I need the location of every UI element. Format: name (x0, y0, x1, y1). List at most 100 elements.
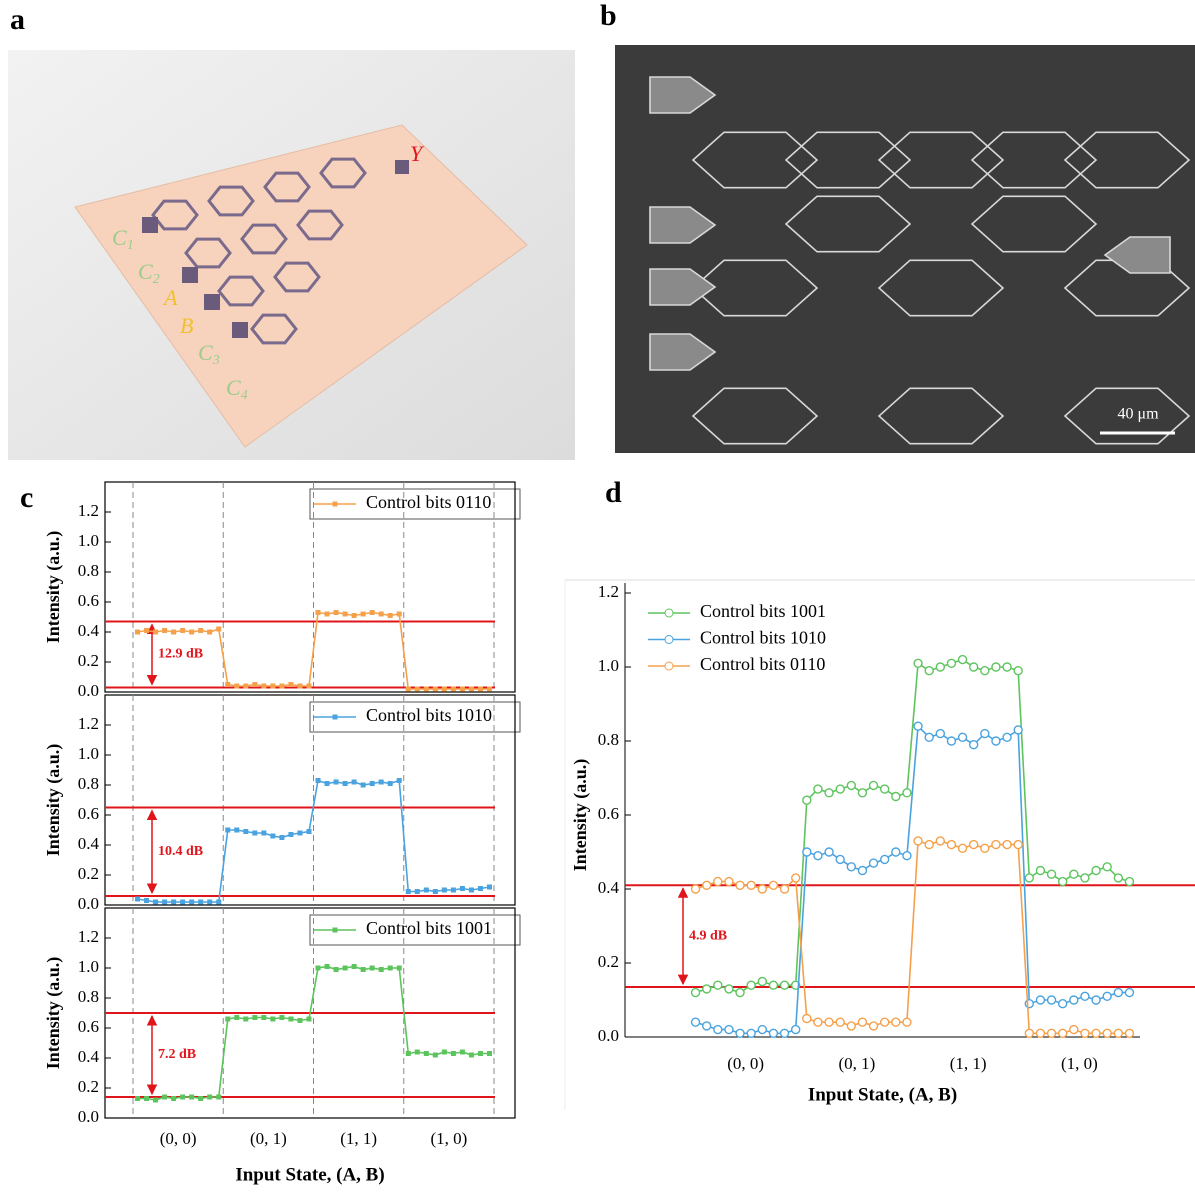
x-axis-title: Input State, (A, B) (235, 1164, 384, 1185)
y-tick-label: 0.8 (598, 730, 619, 749)
data-point (153, 900, 158, 905)
data-point (306, 829, 311, 834)
data-point (243, 829, 248, 834)
data-point (936, 730, 944, 738)
data-point (914, 837, 922, 845)
data-point (892, 848, 900, 856)
data-point (171, 900, 176, 905)
data-point (162, 628, 167, 633)
data-point (1025, 1029, 1033, 1037)
data-point (216, 627, 221, 632)
data-point (424, 888, 429, 893)
data-point (1014, 841, 1022, 849)
data-point (769, 981, 777, 989)
data-point (1003, 733, 1011, 741)
data-point (1114, 874, 1122, 882)
data-point (803, 848, 811, 856)
data-point (1081, 874, 1089, 882)
panel-label: a (10, 3, 25, 36)
data-point (171, 1096, 176, 1101)
y-tick-label: 1.2 (78, 501, 99, 520)
data-point (1103, 863, 1111, 871)
data-point (433, 687, 438, 692)
data-point (914, 659, 922, 667)
data-point (433, 1053, 438, 1058)
x-tick-label: (0, 1) (250, 1129, 287, 1148)
data-point (135, 630, 140, 635)
data-point (469, 888, 474, 893)
data-point (135, 897, 140, 902)
data-point (334, 780, 339, 785)
data-point (442, 687, 447, 692)
data-point (270, 1017, 275, 1022)
data-point (925, 841, 933, 849)
data-point (858, 789, 866, 797)
data-point (442, 888, 447, 893)
chip-label-sub: 4 (241, 388, 248, 403)
data-point (397, 612, 402, 617)
data-point (1114, 989, 1122, 997)
data-point (1059, 1029, 1067, 1037)
data-point (180, 628, 185, 633)
data-point (769, 1029, 777, 1037)
x-tick-label: (1, 1) (950, 1054, 987, 1073)
chip-label-text: A (162, 285, 178, 310)
data-point (234, 1015, 239, 1020)
data-point (1014, 726, 1022, 734)
x-tick-label: (1, 0) (1061, 1054, 1098, 1073)
legend-label: Control bits 1001 (366, 918, 492, 938)
data-point (736, 881, 744, 889)
y-tick-label: 0.6 (78, 591, 99, 610)
chip-label-sub: 3 (212, 353, 220, 368)
y-tick-label: 0.4 (598, 878, 620, 897)
data-point (814, 1018, 822, 1026)
data-point (243, 684, 248, 689)
data-point (189, 900, 194, 905)
data-point (288, 682, 293, 687)
legend-marker (665, 609, 673, 617)
db-annotation: 10.4 dB (158, 844, 203, 859)
data-point (1036, 867, 1044, 875)
y-tick-label: 1.0 (598, 656, 619, 675)
data-point (279, 835, 284, 840)
data-point (478, 1051, 483, 1056)
y-tick-label: 0.8 (78, 774, 99, 793)
data-point (297, 684, 302, 689)
data-point (216, 1095, 221, 1100)
data-point (162, 1095, 167, 1100)
data-point (1103, 1029, 1111, 1037)
db-annotation: 12.9 dB (158, 647, 203, 662)
y-tick-label: 0.6 (78, 1017, 99, 1036)
data-point (397, 778, 402, 783)
data-point (144, 628, 149, 633)
data-point (914, 722, 922, 730)
data-point (379, 780, 384, 785)
data-point (1114, 1029, 1122, 1037)
data-point (388, 966, 393, 971)
data-point (870, 859, 878, 867)
data-point (1003, 841, 1011, 849)
data-point (252, 1015, 257, 1020)
data-point (424, 687, 429, 692)
panel-label: d (605, 476, 622, 509)
y-tick-label: 1.2 (598, 582, 619, 601)
panel-label: c (20, 481, 33, 514)
data-point (881, 855, 889, 863)
figure: 40 μm a b c d C1C2ABC3C4Y0.00.20.40.60.8… (0, 0, 1195, 1195)
legend-marker (333, 502, 338, 507)
data-point (243, 1017, 248, 1022)
data-point (1059, 878, 1067, 886)
y-axis-title: Intensity (a.u.) (43, 744, 64, 857)
data-point (198, 1096, 203, 1101)
data-point (758, 885, 766, 893)
data-point (406, 687, 411, 692)
data-point (198, 628, 203, 633)
data-point (970, 741, 978, 749)
y-tick-label: 0.2 (78, 864, 99, 883)
data-point (1125, 878, 1133, 886)
data-point (1070, 1026, 1078, 1034)
grating-coupler (142, 217, 158, 233)
y-tick-label: 1.0 (78, 744, 99, 763)
data-point (469, 687, 474, 692)
data-point (261, 1015, 266, 1020)
